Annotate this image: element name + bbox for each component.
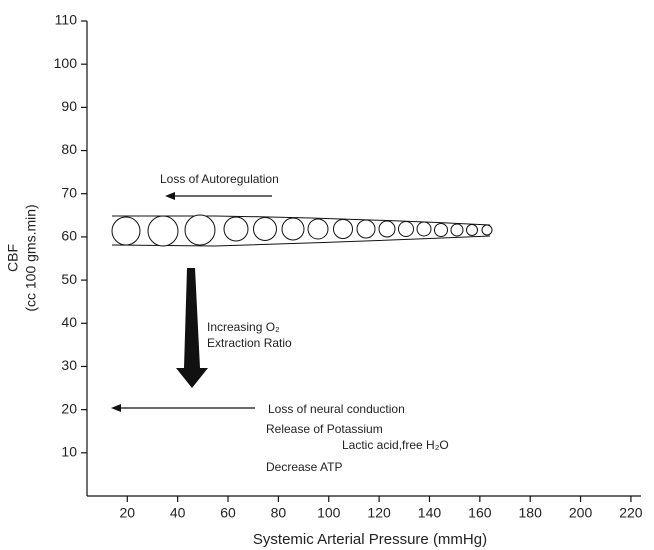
big-arrow	[176, 268, 208, 388]
annotation: Increasing O₂	[207, 320, 280, 334]
x-tick-label: 60	[220, 505, 236, 521]
y-tick-label: 70	[61, 184, 77, 200]
vessel-outline	[111, 215, 491, 247]
x-tick-label: 140	[418, 505, 442, 521]
x-tick-label: 40	[170, 505, 186, 521]
vessel-circle	[147, 215, 179, 247]
y-tick-label: 100	[54, 55, 78, 71]
vessel-circle	[333, 219, 353, 239]
y-tick-label: 90	[61, 98, 77, 114]
y-tick-label: 60	[61, 228, 77, 244]
vessel-circle	[378, 220, 396, 238]
vessel-circle	[111, 216, 141, 246]
vessel-circle	[466, 224, 478, 236]
vessel-circle	[253, 217, 277, 241]
annotation: Loss of neural conduction	[268, 402, 405, 416]
arrow-head	[111, 404, 121, 412]
y-tick-label: 20	[61, 400, 77, 416]
vessel-diagram	[111, 214, 493, 247]
x-tick-label: 220	[619, 505, 643, 521]
vessel-circle	[398, 221, 414, 237]
vessel-circle	[223, 216, 249, 242]
y-tick-label: 80	[61, 141, 77, 157]
y-tick-label: 30	[61, 357, 77, 373]
x-tick-label: 100	[317, 505, 341, 521]
x-tick-label: 200	[569, 505, 593, 521]
y-tick-label: 110	[55, 12, 78, 28]
y-tick-label: 40	[61, 314, 77, 330]
arrows	[111, 192, 272, 412]
y-axis-label: CBF	[5, 244, 21, 272]
vessel-circle	[356, 219, 376, 239]
vessel-circle	[434, 223, 448, 237]
annotation: Lactic acid,free H₂O	[342, 438, 449, 452]
vessel-circle	[481, 224, 493, 236]
annotation: Loss of Autoregulation	[160, 172, 279, 186]
x-tick-label: 120	[367, 505, 391, 521]
annotation: Extraction Ratio	[207, 336, 292, 350]
arrow-head	[165, 192, 175, 200]
y-axis-label: (cc 100 gms.min)	[23, 204, 39, 311]
x-axis-label: Systemic Arterial Pressure (mmHg)	[253, 531, 487, 548]
vessel-circle	[307, 218, 329, 240]
vessel-circle	[281, 217, 305, 241]
x-tick-label: 20	[120, 505, 136, 521]
annotation: Release of Potassium	[266, 422, 383, 436]
x-tick-label: 160	[468, 505, 492, 521]
x-tick-label: 180	[519, 505, 543, 521]
vessel-circle	[450, 223, 464, 237]
vessel-circle	[184, 214, 216, 246]
annotation: Decrease ATP	[266, 460, 342, 474]
x-tick-label: 80	[271, 505, 287, 521]
vessel-circle	[416, 221, 432, 237]
y-tick-label: 50	[61, 271, 77, 287]
y-tick-label: 10	[61, 444, 77, 460]
